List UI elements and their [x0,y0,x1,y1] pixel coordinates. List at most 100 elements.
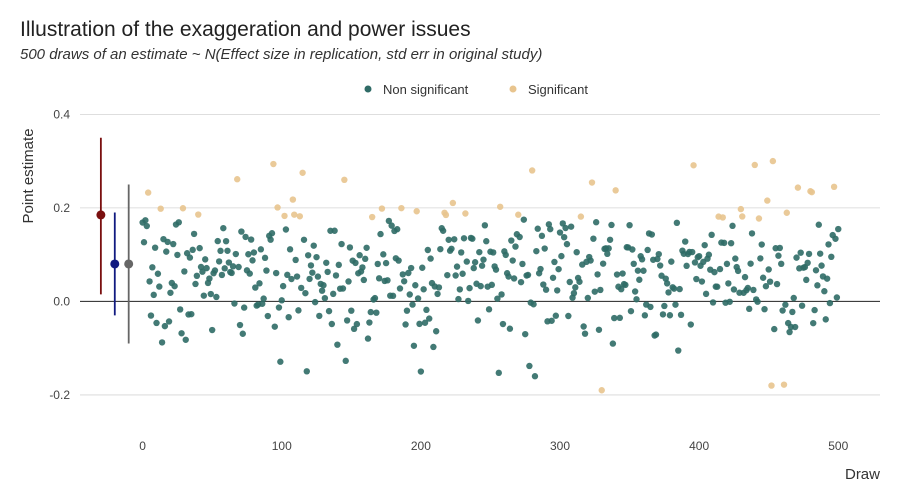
point-non-significant [631,288,639,295]
point-non-significant [659,311,667,318]
point-non-significant [498,291,505,298]
point-significant [577,213,585,220]
point-non-significant [542,286,550,293]
point-non-significant [293,273,301,280]
point-non-significant [726,298,733,305]
point-non-significant [171,282,178,290]
point-non-significant [228,269,235,277]
point-non-significant [206,275,213,282]
point-non-significant [218,271,226,279]
point-non-significant [399,271,406,278]
point-non-significant [747,260,754,267]
point-non-significant [247,236,255,243]
point-non-significant [759,274,767,281]
point-non-significant [377,230,384,238]
point-non-significant [828,253,835,261]
point-non-significant [821,288,828,295]
point-non-significant [804,259,811,267]
point-non-significant [246,270,253,277]
point-non-significant [215,258,223,265]
point-non-significant [734,267,742,275]
point-non-significant [668,258,675,265]
point-non-significant [519,260,526,268]
point-non-significant [362,255,369,263]
point-non-significant [455,295,462,303]
point-significant [413,208,420,215]
point-non-significant [307,262,315,269]
y-axis-ticks: -0.2 0.0 0.2 0.4 [49,107,70,402]
point-non-significant [165,318,173,325]
point-non-significant [604,250,611,258]
point-non-significant [810,319,817,327]
point-significant [270,160,277,168]
point-non-significant [170,240,177,248]
point-non-significant [374,260,381,268]
point-non-significant [178,330,185,337]
point-non-significant [348,307,355,314]
point-non-significant [420,286,427,293]
point-non-significant [732,255,739,262]
point-non-significant [531,373,539,380]
point-non-significant [619,270,626,277]
point-non-significant [403,307,411,314]
point-non-significant [626,221,633,229]
chart-subtitle: 500 draws of an estimate ~ N(Effect size… [20,46,542,63]
point-non-significant [222,237,230,245]
point-significant [764,197,771,204]
point-non-significant [400,278,408,285]
point-non-significant [825,241,832,248]
point-non-significant [409,301,416,308]
point-non-significant [453,263,461,270]
scatter-points [139,157,842,394]
point-non-significant [727,239,735,247]
x-tick-label: 300 [550,439,570,453]
point-non-significant [239,330,246,337]
point-non-significant [189,246,196,254]
point-non-significant [364,335,372,342]
point-non-significant [534,225,541,232]
point-non-significant [776,244,784,252]
x-axis-title: Draw [845,466,880,483]
point-non-significant [666,312,674,319]
point-non-significant [714,283,721,290]
point-non-significant [332,272,340,279]
point-non-significant [193,272,201,280]
chart-title: Illustration of the exaggeration and pow… [20,18,471,41]
point-non-significant [342,357,349,365]
point-non-significant [502,251,509,259]
point-non-significant [594,271,601,278]
point-non-significant [284,271,291,279]
point-non-significant [508,237,515,244]
point-non-significant [554,287,561,294]
point-non-significant [481,222,489,229]
point-non-significant [474,317,482,324]
point-non-significant [541,245,548,252]
point-significant [496,203,504,210]
point-significant [830,183,838,191]
point-non-significant [490,249,497,256]
point-non-significant [225,259,233,266]
legend-marker-significant [509,85,517,93]
point-non-significant [463,258,470,265]
point-non-significant [771,325,778,333]
point-non-significant [146,278,153,285]
point-non-significant [606,236,614,243]
point-significant [515,211,522,218]
error-bar-point [124,259,134,269]
point-non-significant [395,257,402,264]
point-non-significant [451,236,458,243]
point-non-significant [300,236,308,243]
point-non-significant [260,295,267,302]
point-non-significant [698,278,706,285]
point-significant [462,210,469,217]
point-non-significant [505,273,512,280]
point-non-significant [591,288,598,295]
error-bar-point [110,259,120,269]
point-non-significant [526,362,533,370]
point-non-significant [460,235,468,242]
point-non-significant [622,281,629,289]
point-non-significant [360,276,368,284]
point-non-significant [576,278,583,285]
point-non-significant [452,272,459,279]
